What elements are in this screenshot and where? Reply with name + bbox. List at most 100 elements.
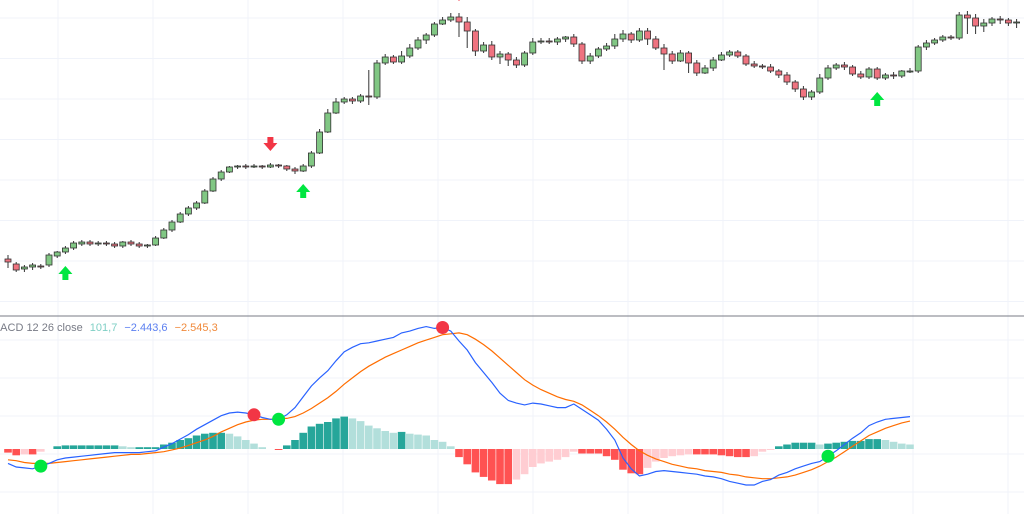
candle[interactable] [225,166,233,173]
candle[interactable] [299,164,307,172]
candle[interactable] [644,28,651,45]
candle[interactable] [931,38,938,45]
candle[interactable] [537,38,545,44]
candle[interactable] [275,164,283,168]
candle[interactable] [488,41,496,60]
candle[interactable] [193,201,201,210]
candle[interactable] [964,11,971,34]
candle[interactable] [62,246,69,254]
candle[interactable] [709,57,717,71]
candle[interactable] [873,67,881,80]
candle[interactable] [242,164,250,169]
candle[interactable] [849,65,856,76]
candle[interactable] [816,74,824,94]
candle[interactable] [627,32,635,43]
candle[interactable] [217,170,225,181]
candle[interactable] [430,22,438,37]
candle[interactable] [955,12,963,40]
candle[interactable] [718,52,725,61]
candle[interactable] [103,241,110,246]
candle[interactable] [504,52,512,66]
candle[interactable] [685,51,692,73]
candle[interactable] [1005,18,1012,26]
candle[interactable] [980,19,988,32]
candle[interactable] [570,34,578,47]
candle[interactable] [972,14,979,34]
candle[interactable] [783,72,791,85]
candle[interactable] [53,251,61,258]
candle[interactable] [554,37,561,45]
candle[interactable] [4,255,12,268]
candle[interactable] [447,13,455,22]
candle[interactable] [250,164,258,168]
candle[interactable] [160,228,168,239]
candle[interactable] [906,68,914,73]
candle[interactable] [521,51,528,67]
candle[interactable] [611,34,619,49]
candle[interactable] [882,73,889,80]
candle[interactable] [636,28,643,42]
candle[interactable] [291,167,299,174]
candle[interactable] [914,45,922,73]
candle[interactable] [677,50,684,62]
candle[interactable] [414,37,422,50]
candle[interactable] [832,63,840,70]
candle[interactable] [357,94,365,103]
macd-pane[interactable] [4,321,914,486]
candle[interactable] [152,236,160,246]
candle[interactable] [389,55,397,64]
candle[interactable] [586,53,594,64]
candle[interactable] [578,42,586,64]
candle[interactable] [12,262,20,272]
candle[interactable] [316,129,324,154]
price-pane[interactable] [4,0,1020,280]
candle[interactable] [923,40,930,50]
candle[interactable] [324,109,332,133]
candle[interactable] [307,151,315,168]
candle[interactable] [283,165,291,171]
candle[interactable] [750,61,758,68]
candle[interactable] [201,189,209,204]
candle[interactable] [381,54,389,65]
candle[interactable] [562,36,569,42]
candle[interactable] [127,240,135,246]
candle[interactable] [20,265,28,272]
candle[interactable] [791,80,799,92]
candle[interactable] [168,220,176,232]
candle[interactable] [332,98,340,114]
candle[interactable] [480,42,488,53]
candle[interactable] [455,13,463,37]
candle[interactable] [734,50,742,58]
candle[interactable] [857,71,865,79]
candle[interactable] [111,242,118,248]
candle[interactable] [143,244,151,248]
candle[interactable] [422,33,430,44]
candle[interactable] [340,97,348,104]
candle[interactable] [365,70,373,105]
candle[interactable] [463,17,471,48]
candle[interactable] [841,62,848,70]
candle[interactable] [668,51,676,64]
candle[interactable] [348,97,356,104]
candle[interactable] [119,241,127,248]
candle[interactable] [29,263,37,270]
candle[interactable] [701,65,709,74]
candle[interactable] [406,44,414,58]
candle[interactable] [759,64,766,69]
candle[interactable] [898,70,906,78]
candle[interactable] [545,38,553,44]
candle[interactable] [78,240,86,246]
candle[interactable] [373,60,381,99]
candle[interactable] [595,47,602,58]
candle[interactable] [865,67,873,79]
candle[interactable] [209,177,217,192]
candle[interactable] [529,38,537,55]
candle[interactable] [471,29,479,56]
candle[interactable] [800,86,807,100]
candle[interactable] [135,242,143,248]
candle[interactable] [619,30,627,42]
candle[interactable] [266,163,274,168]
candle[interactable] [234,165,242,169]
candle[interactable] [693,60,701,76]
